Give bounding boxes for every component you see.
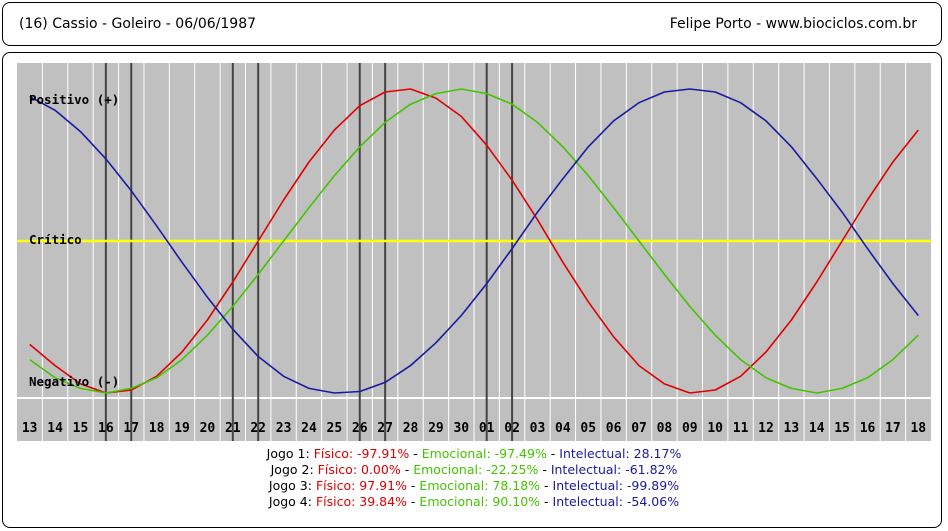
game-markers [104, 63, 514, 441]
x-tick-label: 22 [250, 421, 266, 436]
x-tick-label: 15 [834, 421, 850, 436]
game-1-intelectual: Intelectual: 28.17% [559, 446, 682, 461]
x-tick-label: 14 [809, 421, 825, 436]
separator: - [400, 462, 414, 477]
x-tick-label: 01 [479, 421, 495, 436]
x-tick-label: 03 [530, 421, 546, 436]
game-2-label: Jogo 2: [270, 462, 318, 477]
game-2-emocional: Emocional: -22.25% [413, 462, 539, 477]
game-4-label: Jogo 4: [268, 494, 316, 509]
legend-line-4: Jogo 4: Físico: 39.84% - Emocional: 90.1… [0, 494, 948, 510]
x-tick-label: 17 [885, 421, 901, 436]
header-box: (16) Cassio - Goleiro - 06/06/1987 Felip… [2, 2, 942, 46]
x-tick-label: 17 [123, 421, 139, 436]
game-3-emocional: Emocional: 78.18% [419, 478, 541, 493]
x-tick-label: 14 [47, 421, 63, 436]
x-tick-label: 25 [327, 421, 343, 436]
vertical-grid [41, 63, 907, 441]
game-1-fisico: Físico: -97.91% [313, 446, 410, 461]
x-tick-label: 07 [631, 421, 647, 436]
separator: - [540, 478, 553, 493]
game-1-emocional: Emocional: -97.49% [421, 446, 547, 461]
athlete-info: (16) Cassio - Goleiro - 06/06/1987 [19, 16, 257, 32]
legend-line-1: Jogo 1: Físico: -97.91% - Emocional: -97… [0, 446, 948, 462]
separator: - [538, 462, 551, 477]
x-tick-label: 08 [657, 421, 673, 436]
x-tick-label: 20 [200, 421, 216, 436]
x-tick-label: 13 [784, 421, 800, 436]
game-1-label: Jogo 1: [266, 446, 314, 461]
x-tick-label: 19 [174, 421, 190, 436]
game-3-fisico: Físico: 97.91% [315, 478, 407, 493]
biorhythm-chart: Positivo (+) Crítico Negativo (-) 13 14 15… [17, 63, 931, 441]
game-3-intelectual: Intelectual: -99.89% [552, 478, 680, 493]
curves [29, 88, 919, 394]
x-tick-label: 05 [580, 421, 596, 436]
game-3-label: Jogo 3: [268, 478, 316, 493]
game-4-intelectual: Intelectual: -54.06% [552, 494, 680, 509]
legend-line-2: Jogo 2: Físico: 0.00% - Emocional: -22.2… [0, 462, 948, 478]
negative-label: Negativo (-) [29, 374, 119, 389]
legend-line-3: Jogo 3: Físico: 97.91% - Emocional: 78.1… [0, 478, 948, 494]
x-tick-label: 18 [910, 421, 926, 436]
separator: - [406, 478, 420, 493]
x-tick-label: 11 [733, 421, 749, 436]
x-tick-label: 16 [860, 421, 876, 436]
curve-fisico [29, 88, 919, 394]
x-tick-label: 09 [682, 421, 698, 436]
x-tick-label: 29 [428, 421, 444, 436]
x-tick-label: 13 [22, 421, 38, 436]
separator: - [546, 446, 560, 461]
separator: - [406, 494, 420, 509]
x-tick-label: 16 [98, 421, 114, 436]
separator: - [540, 494, 553, 509]
site-credit: Felipe Porto - www.biociclos.com.br [669, 16, 917, 32]
critical-label: Crítico [29, 232, 82, 247]
x-tick-label: 27 [377, 421, 393, 436]
x-tick-labels: 13 14 15 16 17 18 19 20 21 22 23 24 25 26 27 28 29 30 01 02… [22, 421, 926, 436]
game-4-emocional: Emocional: 90.10% [419, 494, 541, 509]
positive-label: Positivo (+) [29, 92, 119, 107]
x-tick-label: 30 [453, 421, 469, 436]
x-tick-label: 04 [555, 421, 571, 436]
x-tick-label: 15 [73, 421, 89, 436]
x-tick-label: 02 [504, 421, 520, 436]
x-tick-label: 06 [606, 421, 622, 436]
x-tick-label: 28 [403, 421, 419, 436]
game-2-intelectual: Intelectual: -61.82% [550, 462, 678, 477]
x-tick-label: 21 [225, 421, 241, 436]
x-tick-label: 24 [301, 421, 317, 436]
x-tick-label: 23 [276, 421, 292, 436]
game-4-fisico: Físico: 39.84% [315, 494, 407, 509]
x-tick-label: 26 [352, 421, 368, 436]
curve-emocional [29, 88, 919, 394]
x-tick-label: 10 [707, 421, 723, 436]
x-tick-label: 18 [149, 421, 165, 436]
separator: - [409, 446, 422, 461]
x-tick-label: 12 [758, 421, 774, 436]
curve-intelectual [29, 88, 919, 394]
game-2-fisico: Físico: 0.00% [317, 462, 401, 477]
